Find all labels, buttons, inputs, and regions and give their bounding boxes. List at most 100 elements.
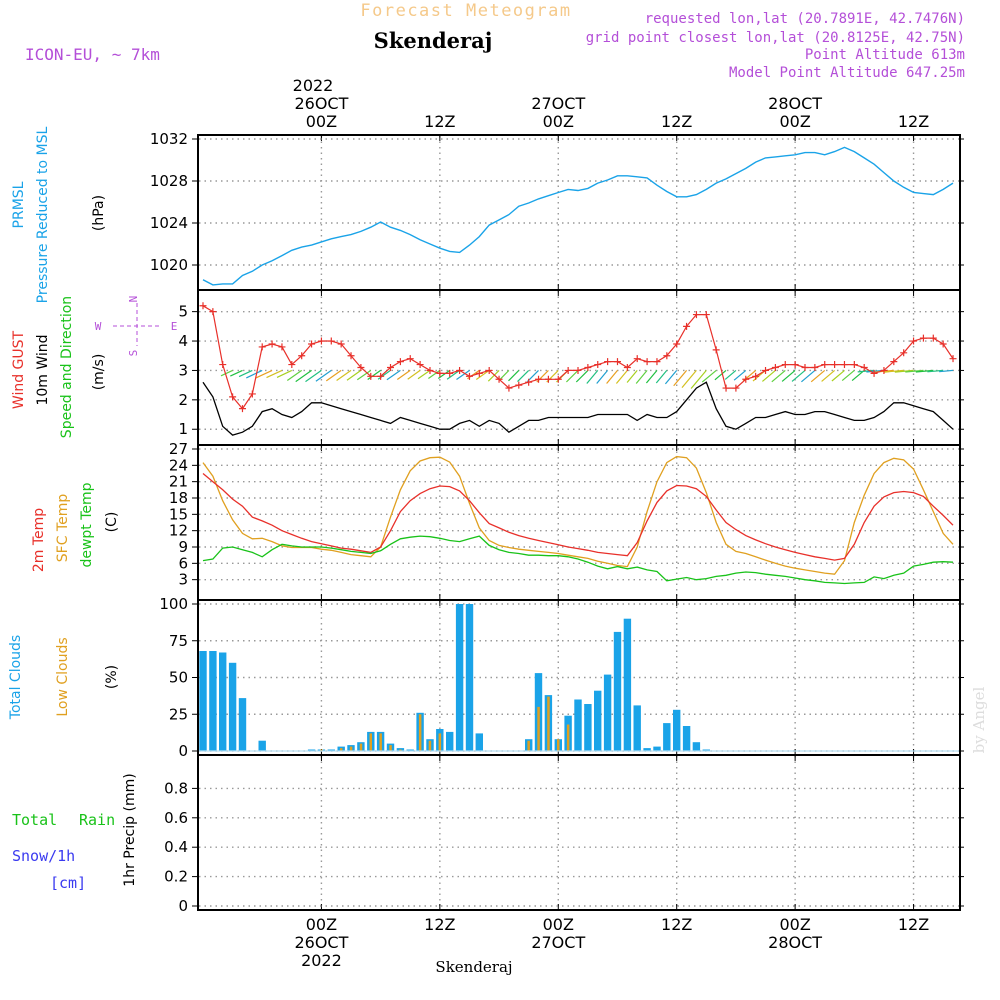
gust-marker — [416, 361, 424, 369]
y-tick-label: 1020 — [150, 256, 188, 274]
bottom-date-label: 28OCT — [768, 933, 822, 952]
wind-direction-arrows — [220, 369, 954, 389]
gust-marker — [801, 364, 809, 371]
wind-gridlines — [199, 291, 959, 444]
total-cloud-bar — [475, 733, 483, 751]
pressure-panel — [197, 134, 961, 291]
gust-marker — [811, 364, 819, 371]
y-tick-label: 25 — [169, 705, 188, 723]
gust-marker — [308, 340, 316, 348]
gust-marker — [712, 346, 720, 354]
top-year: 2022 — [293, 76, 334, 95]
y-tick-label: 9 — [178, 538, 188, 556]
gust-marker — [702, 311, 710, 319]
y-tick-label: 100 — [159, 595, 188, 613]
wind-arrow — [626, 370, 638, 383]
gust-marker — [742, 375, 750, 383]
low-clouds-label: Low Clouds — [55, 637, 71, 716]
top-hour-label: 00Z — [779, 112, 810, 131]
y-tick-label: 0 — [178, 742, 188, 760]
gust-marker — [426, 366, 434, 374]
wind-arrow — [655, 370, 668, 384]
bottom-date-label: 26OCT — [294, 933, 348, 952]
pressure-yticks: 1020 1024 1028 1032 — [150, 130, 964, 274]
wind-arrow — [255, 369, 273, 379]
sfc-temp-label: SFC Temp — [55, 494, 71, 563]
wind-gust-line — [202, 305, 954, 410]
gust-marker — [762, 366, 770, 374]
temp-2m-line — [202, 472, 954, 561]
gust-marker — [327, 337, 335, 345]
gust-marker — [219, 361, 227, 369]
grid-point-coords: grid point closest lon,lat (20.8125E, 42… — [586, 30, 965, 46]
y-tick-label: 4 — [178, 332, 188, 350]
y-tick-label: 1028 — [150, 172, 188, 190]
wind-arrow — [295, 369, 312, 383]
low-cloud-bar — [418, 714, 422, 752]
clouds-yticks: 0 25 50 75 100 — [159, 595, 964, 760]
wind-arrow — [733, 369, 747, 381]
low-cloud-bar — [320, 749, 323, 751]
y-tick-label: 5 — [178, 303, 188, 321]
total-cloud-bar — [682, 726, 691, 751]
gust-marker — [752, 372, 760, 380]
low-cloud-bar — [566, 724, 570, 751]
temp-2m-label: 2m Temp — [31, 508, 47, 572]
pressure-gridlines — [199, 136, 959, 289]
gust-marker — [456, 366, 464, 374]
chart-subtitle: Forecast Meteogram — [360, 1, 571, 21]
total-cloud-bar — [584, 704, 592, 751]
total-cloud-bar — [594, 690, 602, 751]
low-cloud-bar — [379, 733, 382, 751]
wind-arrow — [915, 369, 934, 373]
total-cloud-bar — [199, 651, 207, 751]
gust-marker — [298, 352, 306, 360]
total-cloud-bar — [228, 662, 237, 751]
gust-marker — [880, 366, 888, 374]
wind-arrow — [673, 370, 688, 387]
wind-arrow — [336, 369, 352, 381]
y-tick-label: 15 — [169, 505, 188, 523]
total-cloud-bar — [613, 631, 622, 751]
wind-speed-dir-label: Speed and Direction — [59, 296, 75, 438]
gust-marker — [821, 361, 829, 369]
wind-arrow — [437, 369, 451, 379]
pressure-line — [202, 146, 954, 286]
gust-marker — [475, 369, 483, 377]
wind-arrow — [315, 369, 332, 382]
wind-arrow — [690, 370, 707, 389]
y-tick-label: 0.6 — [164, 809, 188, 827]
low-cloud-bar — [537, 706, 540, 751]
wind-arrow — [791, 369, 806, 382]
wind-arrow — [884, 369, 904, 373]
low-cloud-bar — [389, 745, 392, 751]
gust-marker — [396, 358, 404, 366]
y-tick-label: 1032 — [150, 130, 188, 148]
top-hour-label: 00Z — [306, 112, 337, 131]
low-cloud-bar — [547, 696, 550, 751]
dewpt-temp-label: dewpt Temp — [79, 482, 95, 567]
gust-marker — [574, 366, 582, 374]
gust-marker — [771, 364, 779, 371]
percent-unit-label: (%) — [104, 665, 120, 689]
gust-marker — [653, 358, 661, 366]
gust-marker — [732, 384, 740, 392]
gust-marker — [870, 369, 878, 377]
gust-marker — [663, 352, 671, 360]
wind-arrow — [801, 369, 816, 383]
total-clouds-label: Total Clouds — [8, 635, 24, 720]
gust-marker — [791, 361, 799, 369]
gust-marker — [692, 311, 700, 319]
gust-marker — [199, 302, 207, 310]
wind-arrow — [831, 369, 845, 382]
wind-arrow — [851, 369, 865, 382]
low-cloud-bar — [359, 743, 363, 751]
gust-marker — [544, 375, 552, 383]
requested-coords: requested lon,lat (20.7891E, 42.7476N) — [645, 11, 965, 27]
wind-arrow — [286, 369, 303, 381]
wind-arrow — [615, 370, 628, 384]
gust-marker — [248, 390, 256, 398]
wind-arrow — [230, 369, 243, 377]
gust-marker — [258, 343, 266, 351]
